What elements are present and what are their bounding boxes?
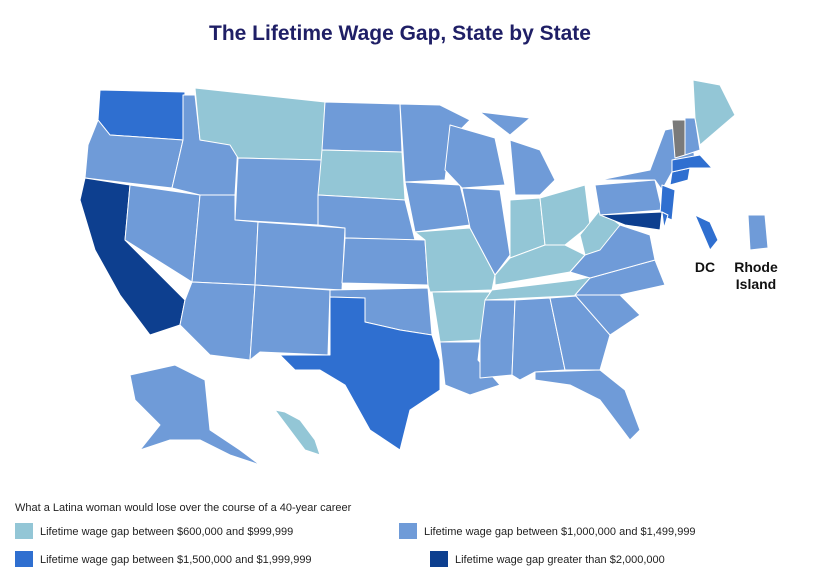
title: The Lifetime Wage Gap, State by State xyxy=(209,22,591,45)
state xyxy=(249,284,331,361)
state xyxy=(234,157,323,226)
legend-title: What a Latina woman would lose over the … xyxy=(15,502,352,514)
state xyxy=(479,299,516,379)
legend-swatch xyxy=(430,551,448,567)
state xyxy=(404,181,471,233)
state xyxy=(509,139,556,196)
state xyxy=(594,179,663,216)
legend: Lifetime wage gap between $600,000 and $… xyxy=(15,523,696,567)
state xyxy=(321,101,403,153)
legend-swatch xyxy=(399,523,417,539)
state xyxy=(671,154,713,173)
state xyxy=(129,364,261,466)
state xyxy=(279,296,441,451)
state xyxy=(747,214,769,251)
state xyxy=(599,211,663,231)
legend-label: Lifetime wage gap between $600,000 and $… xyxy=(40,526,293,538)
state xyxy=(692,79,736,146)
legend-label: Lifetime wage gap between $1,500,000 and… xyxy=(40,554,312,566)
ri-label: Rhode Island xyxy=(734,259,778,292)
state xyxy=(659,184,676,221)
state xyxy=(479,111,531,136)
state xyxy=(494,244,586,286)
state xyxy=(254,221,346,291)
legend-label: Lifetime wage gap between $1,000,000 and… xyxy=(424,526,696,538)
state xyxy=(534,369,641,441)
map xyxy=(79,79,769,466)
state xyxy=(97,89,186,141)
dc-label: DC xyxy=(695,259,715,275)
state xyxy=(179,281,256,361)
state xyxy=(539,184,591,246)
legend-label: Lifetime wage gap greater than $2,000,00… xyxy=(455,554,665,566)
state xyxy=(661,211,669,229)
state xyxy=(694,214,719,251)
legend-swatch xyxy=(15,523,33,539)
state xyxy=(341,237,429,286)
legend-swatch xyxy=(15,551,33,567)
state xyxy=(579,209,621,256)
state xyxy=(317,149,406,201)
state xyxy=(274,409,321,456)
state xyxy=(444,124,506,189)
state xyxy=(461,187,511,276)
